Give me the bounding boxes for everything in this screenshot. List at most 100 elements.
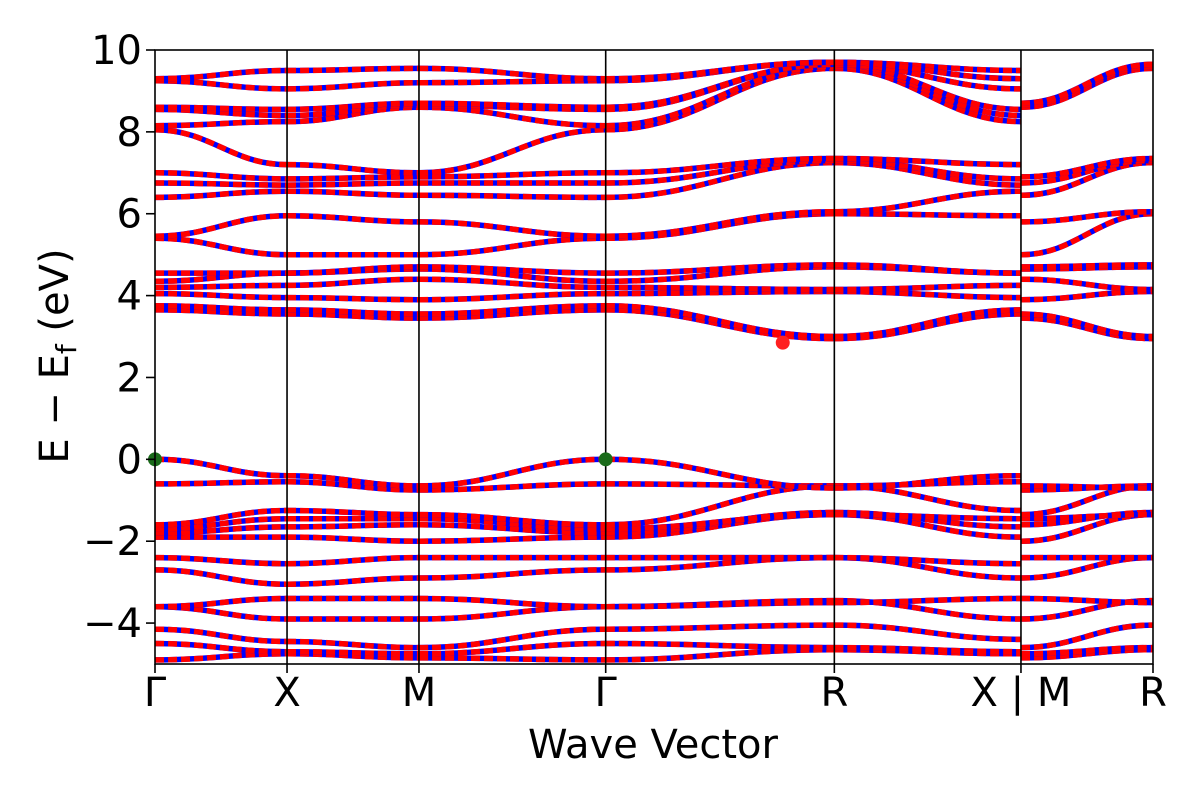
band-line <box>834 155 1022 168</box>
band-line <box>834 472 1022 491</box>
band-line <box>1020 61 1153 106</box>
y-axis-label: E − Ef (eV) <box>32 248 83 463</box>
band-spin-up <box>418 511 606 528</box>
band-spin-up <box>605 599 835 610</box>
band-line <box>155 104 288 113</box>
band-spin-up <box>286 213 420 225</box>
band-spin-up <box>834 554 1022 581</box>
y-tick-label: −4 <box>83 601 142 647</box>
band-spin-up <box>1020 483 1153 491</box>
band-spin-up <box>418 276 606 291</box>
band-spin-up <box>155 651 288 663</box>
band-line <box>286 554 420 567</box>
band-line <box>1020 644 1153 657</box>
band-spin-up <box>418 290 606 303</box>
band-line <box>605 61 835 111</box>
band-spin-up <box>605 262 835 276</box>
band-spin-up <box>286 104 420 125</box>
band-spin-up <box>286 65 420 74</box>
band-line <box>155 290 288 301</box>
band-line <box>286 174 420 182</box>
band-spin-up <box>155 479 288 487</box>
band-spin-up <box>155 127 288 168</box>
band-line <box>834 511 1022 522</box>
band-spin-up <box>834 509 1022 530</box>
band-spin-up <box>605 61 835 111</box>
band-line <box>418 456 606 489</box>
band-line <box>155 456 288 479</box>
band-spin-up <box>155 626 288 645</box>
band-spin-up <box>155 515 288 532</box>
band-spin-up <box>605 284 835 293</box>
band-spin-up <box>1020 646 1153 661</box>
band-spin-up <box>418 456 606 489</box>
band-line <box>155 67 288 82</box>
band-spin-up <box>286 100 420 113</box>
band-spin-up <box>834 155 1022 168</box>
band-line <box>286 522 420 530</box>
band-spin-up <box>286 102 420 119</box>
band-line <box>286 65 420 74</box>
band-spin-up <box>155 180 288 188</box>
band-spin-up <box>155 507 288 528</box>
band-line <box>155 595 288 610</box>
band-line <box>418 219 606 239</box>
band-spin-up <box>286 479 420 493</box>
band-line <box>605 640 835 651</box>
band-line <box>155 515 288 532</box>
band-spin-up <box>834 59 1022 82</box>
band-line <box>834 210 1022 219</box>
band-line <box>418 511 606 528</box>
band-spin-up <box>834 554 1022 567</box>
band-line <box>286 307 420 317</box>
band-line <box>834 554 1022 567</box>
band-line <box>286 638 420 651</box>
band-spin-up <box>286 307 420 317</box>
band-line <box>418 65 606 82</box>
band-line <box>418 534 606 544</box>
band-line <box>418 595 606 610</box>
band-spin-up <box>286 294 420 303</box>
band-line <box>418 522 606 536</box>
band-line <box>605 303 835 340</box>
band-spin-up <box>834 210 1022 219</box>
band-line <box>605 456 835 491</box>
band-spin-up <box>286 638 420 651</box>
band-line <box>155 507 288 528</box>
band-line <box>418 235 606 258</box>
band-spin-up <box>418 303 606 317</box>
kpoint-label: R <box>820 670 848 716</box>
band-line <box>286 188 420 199</box>
band-spin-up <box>286 276 420 289</box>
band-spin-up <box>418 264 606 276</box>
band-spin-up <box>155 595 288 610</box>
kpoint-label: R <box>1139 670 1167 716</box>
band-line <box>155 554 288 567</box>
band-line <box>605 155 835 176</box>
band-line <box>418 264 606 276</box>
band-spin-up <box>155 640 288 655</box>
band-spin-up <box>1020 315 1153 342</box>
band-line <box>286 276 420 289</box>
band-spin-up <box>418 481 606 493</box>
band-line <box>155 235 288 258</box>
kpoint-label: M <box>402 670 437 716</box>
y-tick-label: 6 <box>117 192 142 238</box>
band-line <box>418 77 606 86</box>
band-line <box>418 303 606 317</box>
band-line <box>155 307 288 317</box>
band-line <box>155 170 288 182</box>
band-line <box>418 290 606 303</box>
band-spin-up <box>834 511 1022 540</box>
kpoint-label: X <box>273 670 300 716</box>
y-tick-label: 8 <box>117 110 142 156</box>
band-spin-up <box>834 472 1022 491</box>
band-spin-up <box>155 235 288 258</box>
band-spin-up <box>286 188 420 199</box>
band-spin-up <box>1020 208 1153 225</box>
band-line <box>418 567 606 581</box>
band-spin-up <box>286 161 420 176</box>
band-spin-up <box>155 170 288 182</box>
band-spin-up <box>834 288 1022 301</box>
